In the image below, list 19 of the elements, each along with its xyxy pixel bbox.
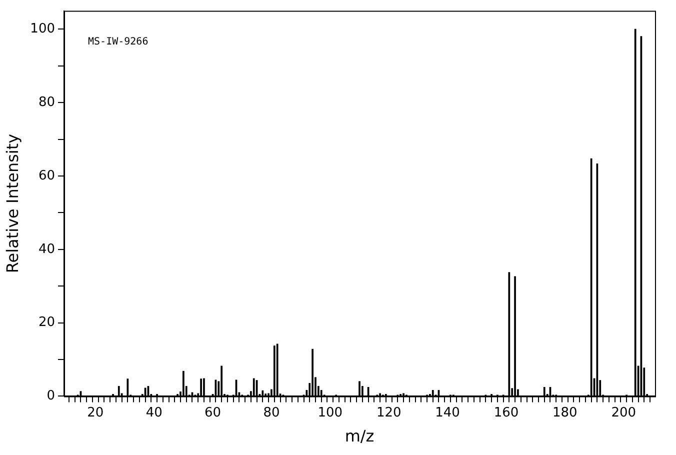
x-tick-label: 80 xyxy=(263,405,280,420)
x-tick-label: 200 xyxy=(611,405,636,420)
x-tick-label: 140 xyxy=(435,405,460,420)
y-tick-label: 100 xyxy=(30,22,56,37)
y-tick-label: 0 xyxy=(46,388,56,404)
x-tick-label: 40 xyxy=(146,405,162,420)
annotation: MS-IW-9266 xyxy=(88,36,148,48)
x-tick-label: 20 xyxy=(87,405,104,420)
x-tick-label: 100 xyxy=(318,405,343,420)
x-tick-label: 180 xyxy=(552,405,578,420)
y-axis-title: Relative Intensity xyxy=(2,134,22,274)
y-tick-label: 20 xyxy=(38,315,56,330)
y-tick-label: 40 xyxy=(38,242,56,257)
x-axis-title: m/z xyxy=(344,426,374,446)
x-tick-label: 60 xyxy=(204,405,222,420)
y-tick-label: 80 xyxy=(38,94,56,110)
x-tick-label: 120 xyxy=(376,405,402,420)
y-tick-label: 60 xyxy=(38,168,56,184)
x-tick-label: 160 xyxy=(494,405,519,420)
